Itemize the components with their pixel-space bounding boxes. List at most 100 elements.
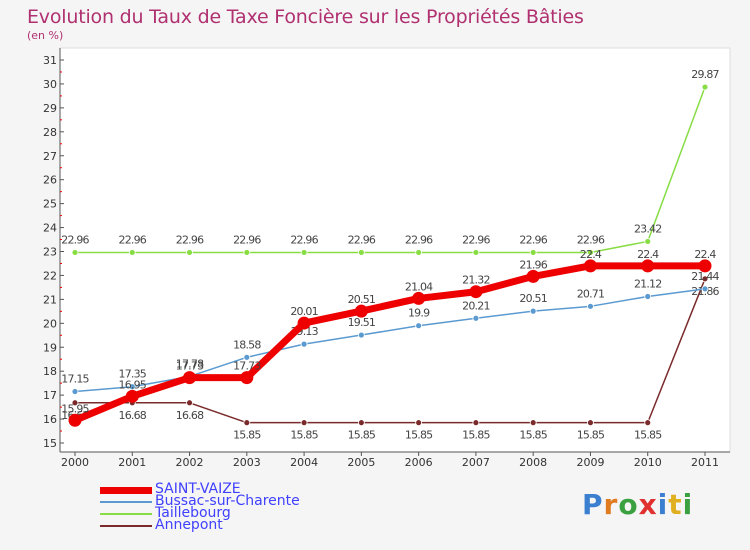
data-point <box>644 293 652 300</box>
data-point <box>415 419 423 427</box>
data-label: 29.87 <box>691 68 719 81</box>
legend-swatch <box>100 513 152 515</box>
x-tick-label: 2005 <box>347 456 375 469</box>
legend-swatch <box>100 501 152 503</box>
data-label: 17.73 <box>233 360 261 373</box>
legend-swatch <box>100 487 152 494</box>
data-point <box>243 353 251 361</box>
data-label: 19.9 <box>408 307 430 320</box>
data-point <box>469 285 483 299</box>
x-tick-label: 2010 <box>634 456 662 469</box>
data-label: 17.15 <box>61 373 89 386</box>
data-point <box>701 275 709 283</box>
data-point <box>243 249 251 256</box>
data-point <box>71 388 79 395</box>
data-label: 22.4 <box>694 248 716 261</box>
data-point <box>128 383 136 391</box>
data-point <box>300 249 308 256</box>
y-tick-label: 15 <box>43 437 57 450</box>
data-label: 15.85 <box>405 429 433 442</box>
data-label: 19.51 <box>348 316 376 329</box>
data-point <box>297 316 311 330</box>
data-label: 22.96 <box>405 233 433 246</box>
plot-area <box>59 47 731 453</box>
data-point <box>300 419 308 427</box>
data-point <box>701 83 709 91</box>
data-label: 17.78 <box>176 357 204 370</box>
data-point <box>186 399 193 407</box>
data-point <box>412 291 426 305</box>
data-label: 21.04 <box>405 280 433 293</box>
data-label: 16.68 <box>119 409 147 422</box>
data-label: 20.71 <box>577 287 605 300</box>
data-label: 22.4 <box>580 248 602 261</box>
data-label: 22.96 <box>233 233 261 246</box>
logo-letter: P <box>582 488 604 521</box>
data-label: 22.96 <box>61 233 89 246</box>
data-label: 15.85 <box>290 429 318 442</box>
y-tick-label: 28 <box>43 126 57 139</box>
logo-letter: x <box>638 488 658 521</box>
data-label: 22.96 <box>519 233 547 246</box>
y-tick-label: 30 <box>43 78 57 91</box>
series-taillebourg: 22.96 22.96 22.96 22.96 22.96 22.96 22.96 22.96… <box>61 68 720 256</box>
data-point <box>587 249 594 256</box>
data-point <box>354 304 368 318</box>
data-label: 15.95 <box>61 402 89 415</box>
y-tick-label: 20 <box>43 317 57 330</box>
y-tick-label: 27 <box>43 150 57 163</box>
data-label: 22.96 <box>348 233 376 246</box>
series-line <box>75 86 706 254</box>
data-point <box>587 302 594 310</box>
data-point <box>240 371 254 385</box>
data-point <box>472 419 480 427</box>
data-point <box>526 269 540 283</box>
y-tick-label: 23 <box>43 246 57 259</box>
data-label: 20.01 <box>290 305 318 318</box>
legend-swatch <box>100 525 152 527</box>
data-label: 20.21 <box>462 299 490 312</box>
data-point <box>415 249 423 256</box>
data-point <box>125 389 139 403</box>
y-tick-label: 18 <box>43 365 57 378</box>
data-point <box>186 249 193 256</box>
data-point <box>357 249 365 256</box>
data-label: 16.95 <box>119 378 147 391</box>
legend-label: SAINT-VAIZE <box>155 481 241 497</box>
x-tick-label: 2006 <box>405 456 433 469</box>
data-label: 22.96 <box>577 233 605 246</box>
data-point <box>644 419 652 427</box>
data-label: 20.51 <box>348 293 376 306</box>
y-tick-label: 29 <box>43 102 57 115</box>
legend-label: Bussac-sur-Charente <box>155 493 300 509</box>
data-point <box>641 259 655 273</box>
y-tick-label: 26 <box>43 174 57 187</box>
data-label: 16.68 <box>176 409 204 422</box>
x-tick-label: 2008 <box>519 456 547 469</box>
data-point <box>644 238 652 245</box>
y-tick-label: 31 <box>43 54 57 67</box>
data-point <box>300 340 308 348</box>
data-label: 23.42 <box>634 222 662 235</box>
series-annepont: 16.6816.6816.6815.8515.8515.8515.8515.85… <box>61 275 720 442</box>
logo-letter: i <box>657 488 669 521</box>
data-point <box>71 249 79 256</box>
data-label: 15.85 <box>233 429 261 442</box>
data-label: 18.58 <box>233 338 261 351</box>
chart-title: Evolution du Taux de Taxe Foncière sur l… <box>27 6 584 28</box>
data-label: 15.85 <box>577 429 605 442</box>
data-point <box>583 259 597 273</box>
y-tick-label: 22 <box>43 269 57 282</box>
data-point <box>68 413 82 427</box>
data-label: 21.44 <box>691 270 719 283</box>
x-tick-label: 2009 <box>576 456 604 469</box>
data-label: 15.85 <box>462 429 490 442</box>
data-point <box>529 307 537 315</box>
logo-letter: r <box>603 488 619 521</box>
data-label: 17.73 <box>176 360 204 373</box>
legend-label: Taillebourg <box>155 505 231 521</box>
legend-label: Annepont <box>155 517 223 533</box>
y-tick-label: 19 <box>43 341 57 354</box>
data-point <box>472 314 480 322</box>
